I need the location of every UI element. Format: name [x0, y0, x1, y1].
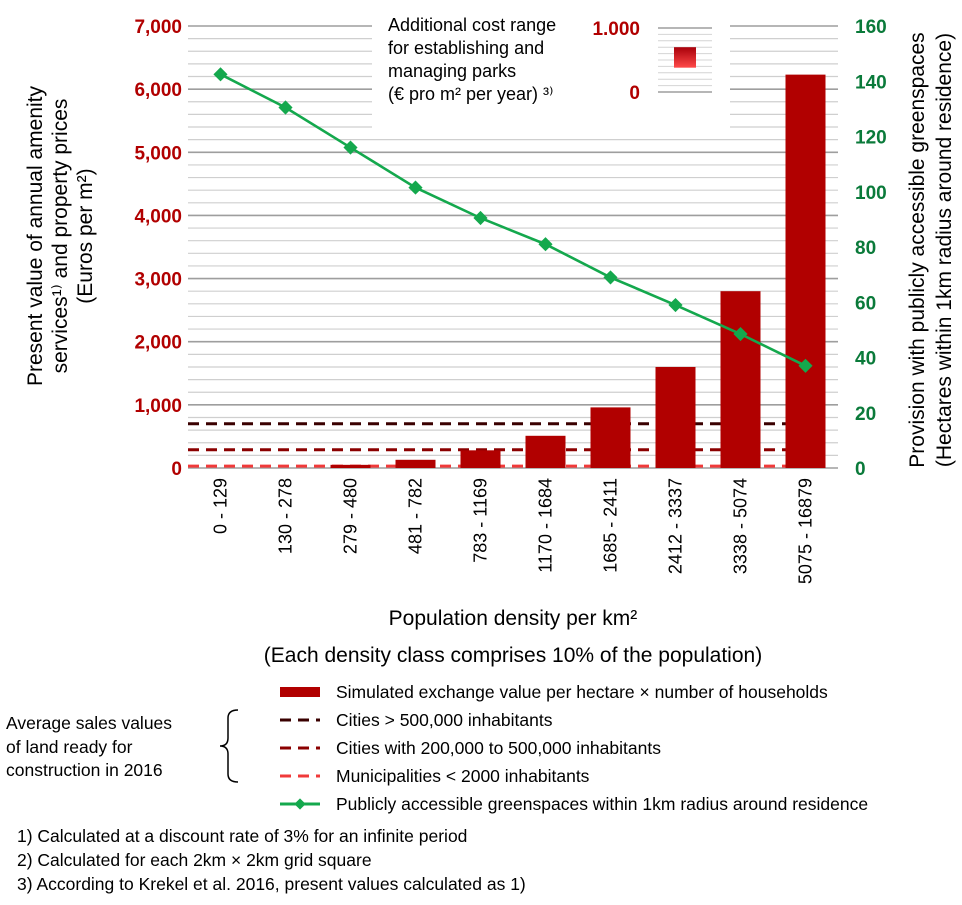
- line-marker: [603, 270, 618, 285]
- brace-icon: [219, 709, 239, 783]
- right-tick-label: 40: [855, 349, 876, 370]
- footnote: 2) Calculated for each 2km × 2km grid sq…: [17, 850, 372, 870]
- x-tick-label: 481 - 782: [406, 478, 426, 554]
- line-marker: [473, 210, 488, 226]
- x-tick-label: 1170 - 1684: [536, 478, 556, 573]
- legend-label: Municipalities < 2000 inhabitants: [336, 766, 590, 786]
- x-tick-label: 5075 - 16879: [796, 478, 816, 584]
- legend-group-label: Average sales values of land ready for c…: [6, 713, 173, 780]
- left-tick-label: 2,000: [134, 333, 182, 354]
- bar: [590, 407, 631, 468]
- footnotes: 1) Calculated at a discount rate of 3% f…: [17, 824, 526, 896]
- x-tick-label: 0 - 129: [211, 478, 231, 534]
- x-tick-label: 3338 - 5074: [731, 478, 751, 574]
- legend-label: Cities > 500,000 inhabitants: [336, 710, 553, 730]
- legend-label: Cities with 200,000 to 500,000 inhabitan…: [336, 738, 661, 758]
- left-tick-label: 1,000: [134, 396, 182, 417]
- line-marker: [408, 180, 423, 195]
- line-marker: [733, 326, 748, 342]
- left-tick-label: 3,000: [134, 270, 182, 291]
- x-axis-title: Population density per km²: [389, 607, 638, 630]
- right-axis-title: (Hectares within 1km radius around resid…: [933, 33, 956, 467]
- bar: [785, 74, 826, 469]
- dash-line-icon: [280, 774, 320, 778]
- x-tick-label: 1685 - 2411: [601, 478, 621, 573]
- inset-tick-label: 1.000: [592, 19, 640, 40]
- line-marker: [798, 358, 813, 373]
- inset: Additional cost range for establishing an…: [388, 15, 712, 104]
- right-tick-label: 80: [855, 238, 876, 259]
- left-tick-label: 7,000: [134, 17, 182, 38]
- x-axis: 0 - 129 130 - 278 279 - 480 481 - 782 783 - …: [211, 478, 816, 584]
- right-tick-label: 160: [855, 17, 887, 38]
- x-tick-label: 2412 - 3337: [666, 478, 686, 574]
- line-marker: [343, 140, 358, 155]
- bar: [460, 450, 501, 468]
- right-tick-label: 20: [855, 404, 876, 425]
- greenspace-line: [213, 67, 813, 373]
- line-marker: [668, 297, 683, 313]
- bar: [525, 435, 566, 468]
- right-axis-title: Provision with publicly accessible green…: [906, 32, 929, 467]
- bars: [330, 74, 826, 469]
- x-tick-label: 279 - 480: [341, 478, 361, 554]
- dash-line-icon: [280, 718, 320, 722]
- bar: [330, 464, 371, 468]
- axis-titles: Present value of annual amenity services¹…: [24, 32, 956, 667]
- chart: 0 1,000 2,000 3,000 4,000 5,000 6,000 7,000 0 20…: [24, 14, 956, 667]
- bar-swatch-icon: [280, 687, 320, 697]
- left-tick-label: 5,000: [134, 143, 182, 164]
- bar: [655, 366, 696, 468]
- left-tick-label: 4,000: [134, 206, 182, 227]
- bar: [395, 459, 436, 468]
- inset-tick-label: 0: [629, 83, 640, 104]
- left-tick-label: 6,000: [134, 80, 182, 101]
- line-marker: [278, 100, 293, 115]
- x-axis-subtitle: (Each density class comprises 10% of the…: [264, 644, 762, 667]
- x-tick-label: 783 - 1169: [471, 478, 491, 563]
- legend-label: Simulated exchange value per hectare × n…: [336, 682, 828, 702]
- footnote: 1) Calculated at a discount rate of 3% f…: [17, 826, 468, 846]
- legend-label: Publicly accessible greenspaces within 1…: [336, 794, 869, 814]
- bar: [720, 291, 761, 468]
- right-tick-label: 120: [855, 128, 887, 149]
- dash-line-icon: [280, 746, 320, 750]
- inset-text: for establishing and: [388, 38, 544, 58]
- reference-lines: [188, 422, 820, 468]
- footnote: 3) According to Krekel et al. 2016, pres…: [17, 874, 526, 894]
- right-tick-label: 140: [855, 72, 887, 93]
- left-tick-label: 0: [171, 459, 182, 480]
- line-marker: [538, 237, 553, 252]
- inset-text: (€ pro m² per year) ³⁾: [388, 84, 553, 104]
- right-tick-label: 60: [855, 293, 876, 314]
- inset-text: managing parks: [388, 61, 516, 81]
- left-axis-title: (Euros per m²): [74, 168, 97, 303]
- right-tick-label: 100: [855, 183, 887, 204]
- line-marker: [213, 67, 228, 82]
- left-axis-title: Present value of annual amenity: [24, 85, 47, 386]
- right-axis: 0 20 40 60 80 100 120 140 160: [855, 17, 887, 480]
- left-axis-title: services¹⁾ and property prices: [49, 99, 72, 374]
- inset-range-bar: [674, 47, 696, 68]
- right-tick-label: 0: [855, 459, 866, 480]
- left-axis: 0 1,000 2,000 3,000 4,000 5,000 6,000 7,000: [134, 17, 182, 480]
- line-marker-icon: [280, 798, 320, 810]
- inset-text: Additional cost range: [388, 15, 556, 35]
- x-tick-label: 130 - 278: [276, 478, 296, 554]
- line-series: [219, 73, 807, 367]
